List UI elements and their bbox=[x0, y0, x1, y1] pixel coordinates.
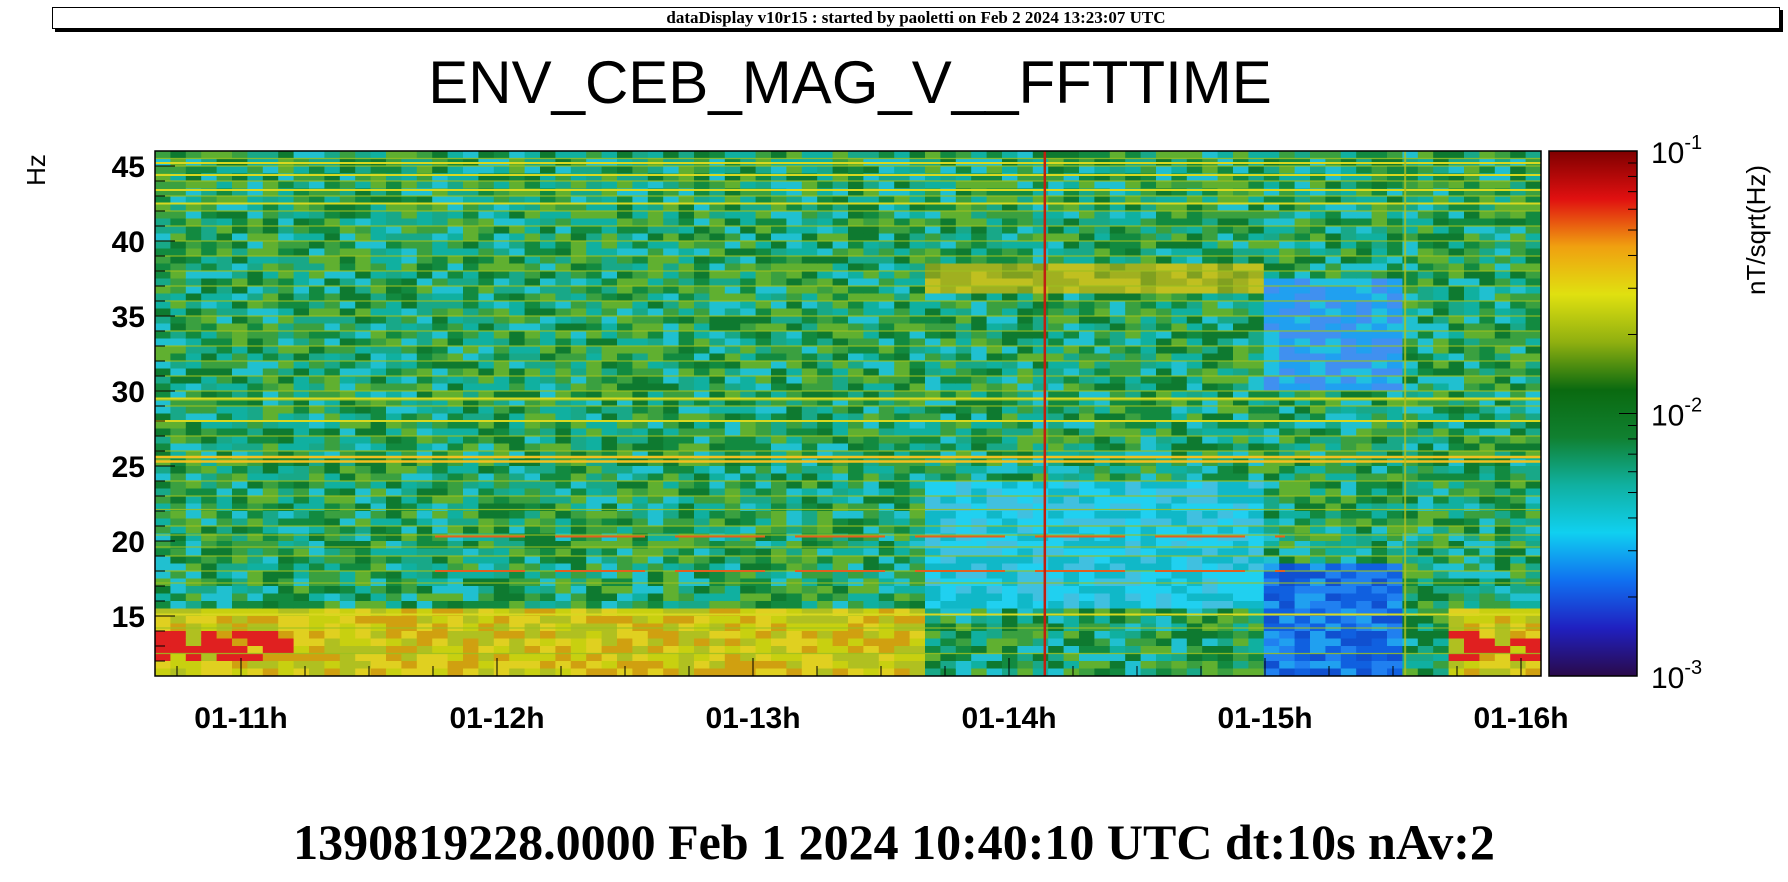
plot-area bbox=[155, 151, 1542, 677]
spectral-lines bbox=[155, 151, 1541, 676]
colorbar-tick-label: 10-3 bbox=[1651, 657, 1702, 695]
x-axis: 01-11h 01-12h 01-13h 01-14h 01-15h 01-16h bbox=[176, 658, 1569, 735]
x-tick-label: 01-12h bbox=[449, 702, 544, 735]
y-tick-label: 20 bbox=[112, 526, 145, 559]
x-tick-label: 01-15h bbox=[1217, 702, 1312, 735]
x-tick-label: 01-16h bbox=[1473, 702, 1568, 735]
header-banner: dataDisplay v10r15 : started by paoletti… bbox=[52, 7, 1780, 29]
x-tick-label: 01-11h bbox=[194, 702, 287, 735]
colorbar-ticks: 10-1 10-2 10-3 bbox=[1619, 132, 1702, 695]
y-axis-label: Hz bbox=[21, 154, 51, 186]
y-tick-label: 25 bbox=[112, 451, 145, 484]
y-tick-label: 30 bbox=[112, 376, 145, 409]
y-tick-label: 15 bbox=[112, 601, 145, 634]
timestamp-footer: 1390819228.0000 Feb 1 2024 10:40:10 UTC … bbox=[293, 814, 1495, 870]
colorbar-label: nT/sqrt(Hz) bbox=[1741, 165, 1771, 295]
chart-title: ENV_CEB_MAG_V__FFTTIME bbox=[428, 49, 1272, 116]
plot-frame bbox=[154, 150, 1542, 677]
y-tick-label: 40 bbox=[112, 226, 145, 259]
colorbar-tick-label: 10-1 bbox=[1651, 132, 1702, 170]
y-axis: 15 20 25 30 35 40 45 bbox=[112, 150, 175, 677]
y-tick-label: 35 bbox=[112, 301, 145, 334]
y-tick-label: 45 bbox=[112, 151, 145, 184]
x-tick-label: 01-14h bbox=[961, 702, 1056, 735]
colorbar-tick-label: 10-2 bbox=[1651, 395, 1702, 433]
x-tick-label: 01-13h bbox=[705, 702, 800, 735]
